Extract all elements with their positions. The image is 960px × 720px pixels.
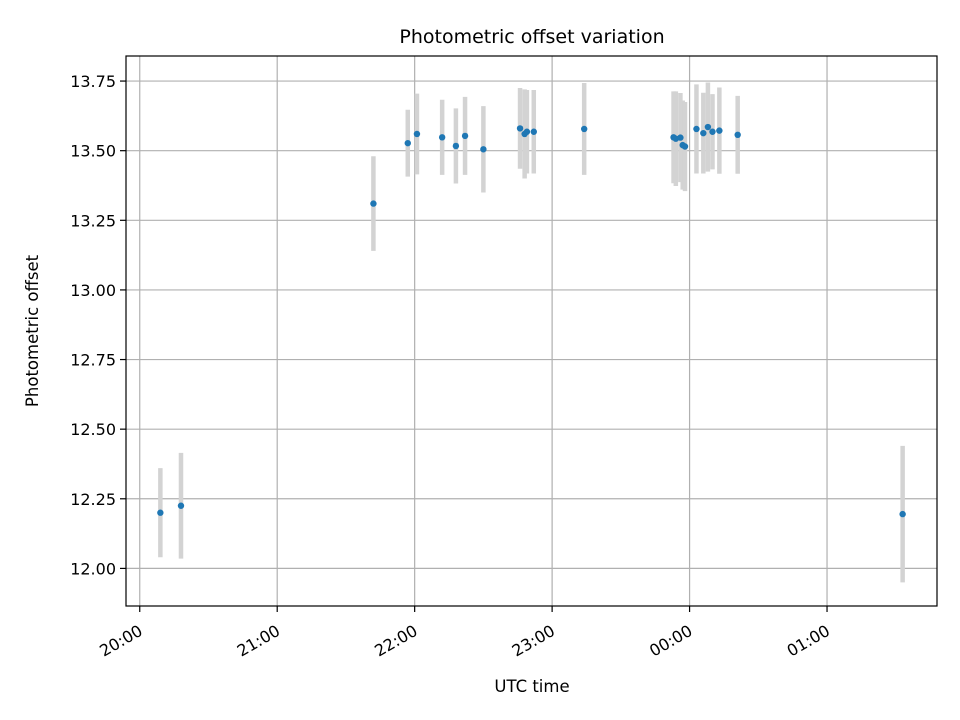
data-point bbox=[709, 128, 716, 135]
y-tick-label: 13.50 bbox=[70, 142, 116, 161]
y-axis-ticks: 12.00 12.25 12.50 12.75 13.00 13.25 13.50 13.75 bbox=[70, 72, 126, 578]
data-point bbox=[580, 125, 588, 133]
data-point bbox=[461, 132, 469, 140]
data-point bbox=[693, 125, 700, 133]
y-tick-label: 13.75 bbox=[70, 72, 116, 91]
y-tick-label: 12.50 bbox=[70, 420, 116, 439]
y-tick-label: 13.25 bbox=[70, 211, 116, 230]
data-point bbox=[480, 146, 487, 153]
plot-frame bbox=[125, 55, 938, 607]
data-point bbox=[716, 127, 723, 134]
data-point bbox=[157, 509, 164, 516]
y-axis-label: Photometric offset bbox=[23, 254, 42, 407]
chart-title: Photometric offset variation bbox=[399, 26, 664, 48]
y-tick-label: 13.00 bbox=[70, 281, 116, 300]
data-point bbox=[700, 129, 707, 137]
data-point bbox=[177, 502, 185, 509]
data-point bbox=[530, 128, 537, 135]
data-point bbox=[681, 143, 689, 150]
data-point bbox=[452, 142, 460, 150]
data-point bbox=[523, 128, 531, 135]
data-point bbox=[404, 139, 411, 147]
grid bbox=[126, 56, 937, 606]
data-point bbox=[438, 134, 446, 141]
y-tick-label: 12.00 bbox=[70, 559, 116, 578]
data-point bbox=[899, 510, 906, 518]
data-point bbox=[516, 125, 524, 132]
data-point bbox=[413, 130, 421, 138]
data-point bbox=[370, 200, 377, 207]
data-point bbox=[677, 134, 684, 141]
data-point bbox=[734, 131, 741, 139]
y-tick-label: 12.25 bbox=[70, 490, 116, 509]
x-axis-label: UTC time bbox=[494, 677, 569, 696]
data-points bbox=[157, 123, 906, 518]
data-point bbox=[704, 123, 712, 131]
y-tick-label: 12.75 bbox=[70, 351, 116, 370]
